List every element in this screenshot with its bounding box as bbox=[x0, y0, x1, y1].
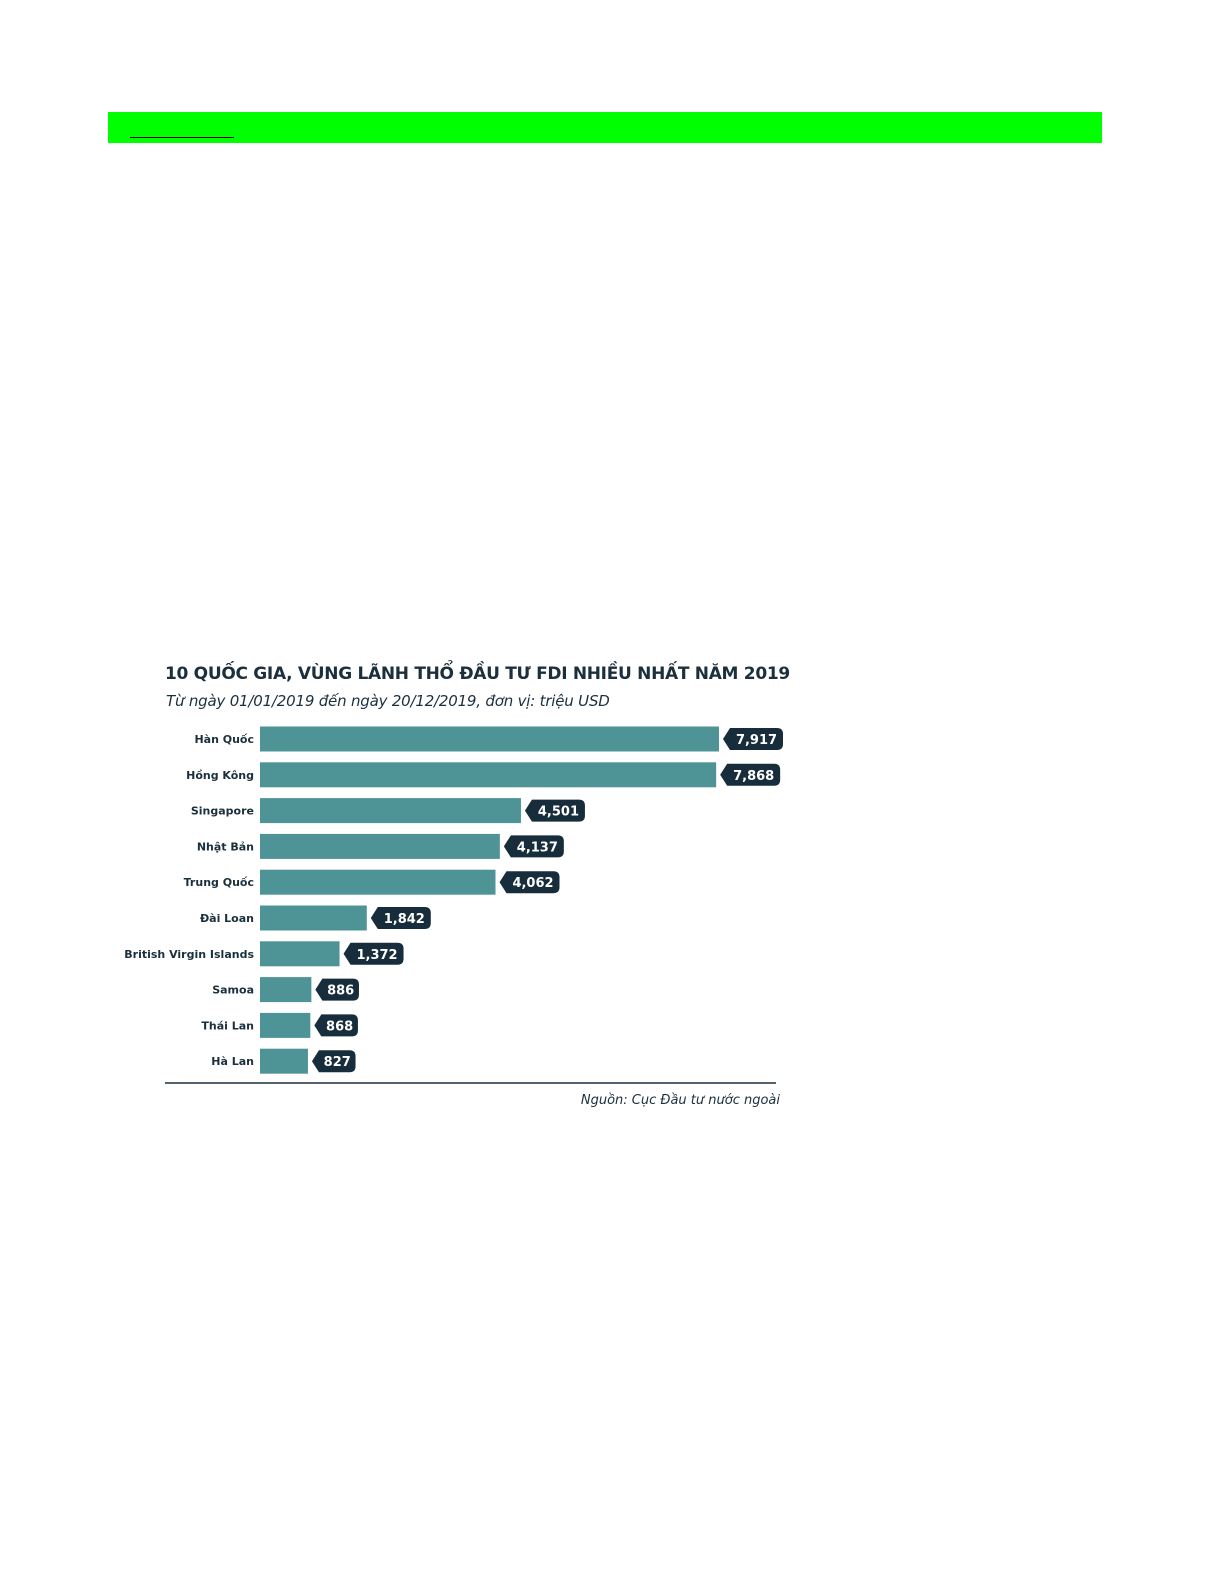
header-band bbox=[108, 112, 1102, 143]
bar bbox=[260, 905, 367, 931]
value-badge bbox=[720, 763, 781, 786]
value-label: 827 bbox=[324, 1055, 351, 1070]
value-label: 7,868 bbox=[733, 769, 774, 784]
bar bbox=[260, 1048, 308, 1074]
chart-source: Nguồn: Cục Đầu tư nước ngoài bbox=[580, 1093, 780, 1108]
value-label: 4,137 bbox=[517, 840, 558, 855]
header-underline bbox=[130, 137, 234, 138]
value-badge bbox=[343, 942, 404, 965]
value-badge bbox=[315, 978, 359, 1001]
value-label: 4,501 bbox=[538, 805, 579, 820]
category-label: Trung Quốc bbox=[184, 876, 254, 889]
bar bbox=[260, 941, 340, 967]
value-badge bbox=[503, 835, 564, 858]
value-badge bbox=[723, 728, 783, 750]
value-badge bbox=[314, 1014, 358, 1037]
value-badge bbox=[370, 907, 431, 929]
value-label: 7,917 bbox=[736, 733, 777, 748]
chart-title: 10 QUỐC GIA, VÙNG LÃNH THỔ ĐẦU TƯ FDI NH… bbox=[165, 664, 790, 684]
bar bbox=[260, 798, 521, 824]
category-label: Hà Lan bbox=[211, 1055, 254, 1068]
category-label: Nhật Bản bbox=[197, 840, 254, 853]
bar bbox=[260, 762, 717, 788]
bar bbox=[260, 726, 719, 752]
bar bbox=[260, 833, 500, 859]
value-badge bbox=[311, 1050, 356, 1073]
category-label: Thái Lan bbox=[201, 1019, 254, 1032]
chart-subtitle: Từ ngày 01/01/2019 đến ngày 20/12/2019, … bbox=[166, 692, 610, 710]
value-badge bbox=[499, 871, 560, 894]
category-label: Hồng Kông bbox=[186, 769, 254, 782]
category-label: Samoa bbox=[212, 984, 254, 997]
value-label: 1,842 bbox=[384, 912, 425, 927]
value-label: 886 bbox=[327, 984, 354, 999]
category-label: Đài Loan bbox=[200, 912, 254, 925]
bar bbox=[260, 1012, 311, 1038]
value-label: 4,062 bbox=[512, 876, 553, 891]
bars-group: Hàn Quốc 7,917 Hồng Kông 7,868 Singapore 4,50… bbox=[124, 726, 783, 1074]
category-label: British Virgin Islands bbox=[124, 948, 254, 961]
value-label: 868 bbox=[326, 1019, 353, 1034]
bar bbox=[260, 977, 312, 1003]
value-badge bbox=[524, 799, 585, 822]
category-label: Hàn Quốc bbox=[194, 733, 254, 746]
value-label: 1,372 bbox=[356, 948, 397, 963]
bar bbox=[260, 869, 496, 895]
category-label: Singapore bbox=[191, 805, 254, 818]
